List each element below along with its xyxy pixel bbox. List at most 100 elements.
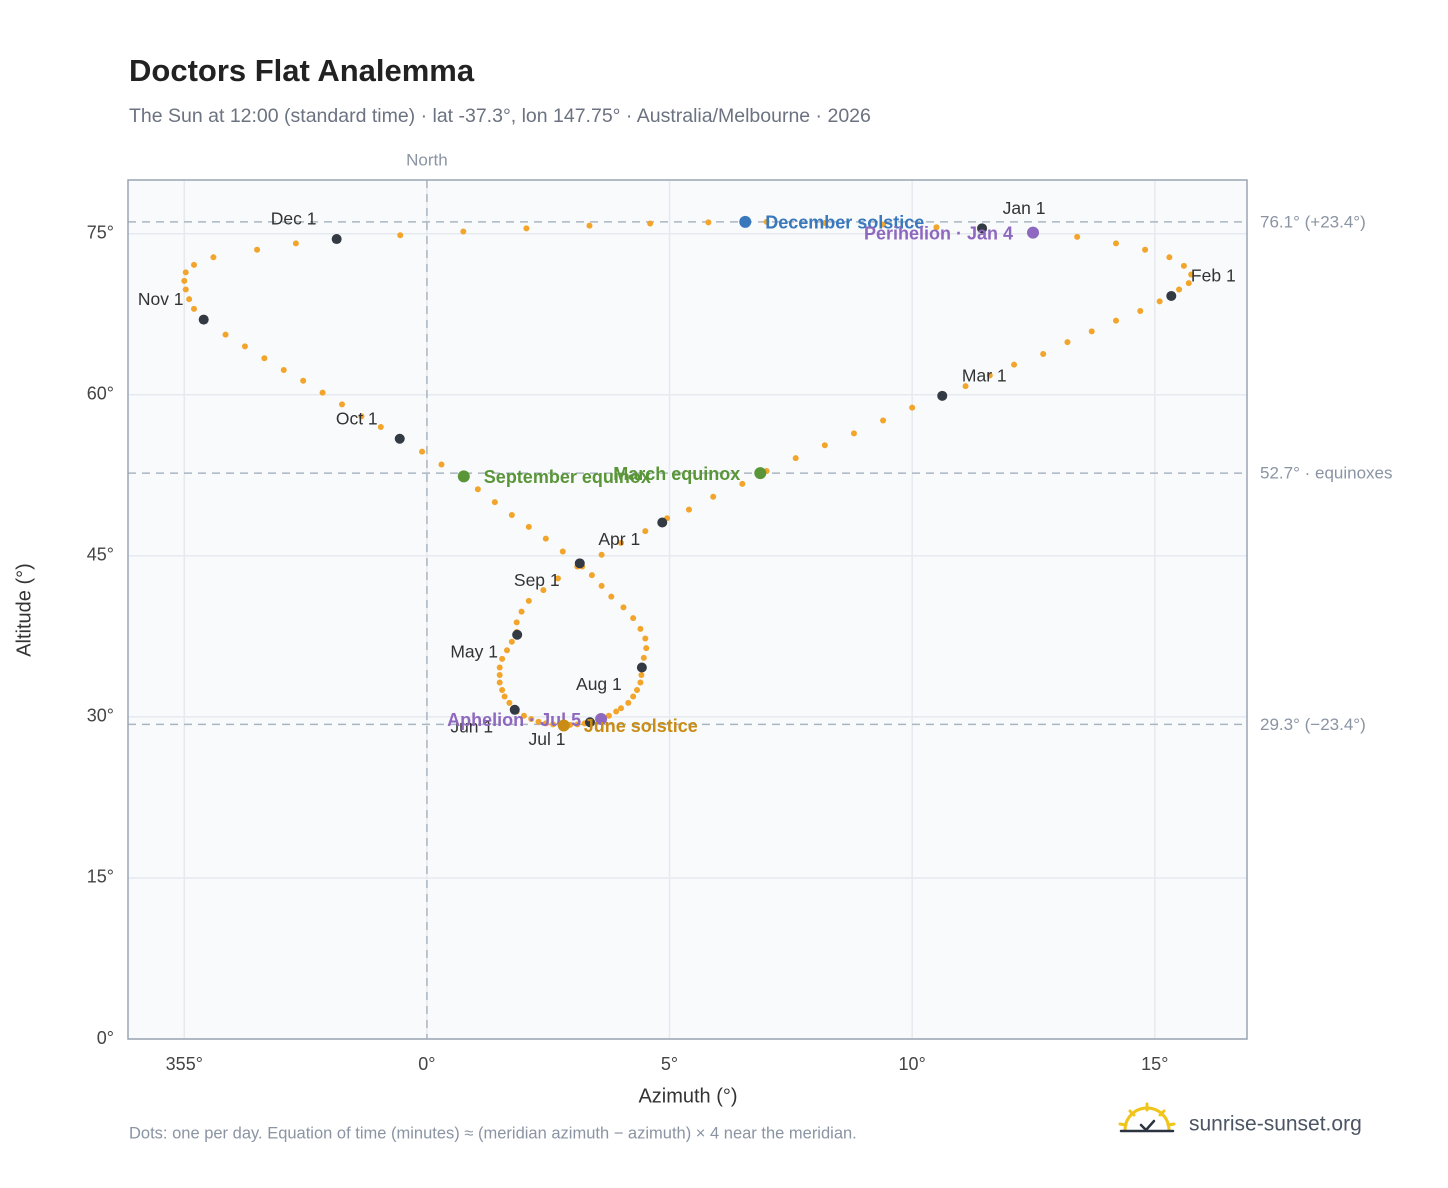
month-marker xyxy=(394,433,405,444)
month-label: Dec 1 xyxy=(271,209,317,229)
daily-dot xyxy=(637,625,644,632)
month-marker xyxy=(657,517,668,528)
daily-dot xyxy=(542,535,549,542)
y-tick-label: 0° xyxy=(97,1028,114,1048)
daily-dot xyxy=(338,401,345,408)
daily-dot xyxy=(605,712,612,719)
month-label: Feb 1 xyxy=(1191,266,1236,286)
daily-dot xyxy=(574,721,581,728)
daily-dot xyxy=(319,389,326,396)
event-marker xyxy=(595,713,608,726)
daily-dot xyxy=(1156,298,1163,305)
daily-dot xyxy=(186,296,193,303)
month-label: Jan 1 xyxy=(1003,198,1046,218)
plot-border xyxy=(127,179,1248,1040)
daily-dot xyxy=(618,539,625,546)
daily-dot xyxy=(933,224,940,231)
month-marker xyxy=(584,717,595,728)
daily-dot xyxy=(460,228,467,235)
daily-dot xyxy=(630,615,637,622)
daily-dot xyxy=(508,512,515,519)
chart-title: Doctors Flat Analemma xyxy=(129,53,475,88)
event-label: September equinox xyxy=(484,467,651,487)
month-label: Oct 1 xyxy=(336,408,378,428)
daily-dot xyxy=(496,671,503,678)
plot-area xyxy=(128,180,1247,1039)
daily-dot xyxy=(1112,240,1119,247)
daily-dot xyxy=(280,367,287,374)
month-marker xyxy=(977,223,988,234)
x-tick-label: 10° xyxy=(899,1054,926,1074)
daily-dot xyxy=(503,647,510,654)
event-marker xyxy=(739,215,752,228)
daily-dot xyxy=(821,219,828,226)
daily-dot xyxy=(254,246,261,253)
reference-label: 76.1° (+23.4°) xyxy=(1260,212,1366,231)
daily-dot xyxy=(474,486,481,493)
daily-dot xyxy=(210,254,217,261)
month-marker xyxy=(509,704,520,715)
month-label: May 1 xyxy=(450,641,498,661)
daily-dot xyxy=(496,679,503,686)
daily-dot xyxy=(520,712,527,719)
event-marker xyxy=(457,470,470,483)
daily-dot xyxy=(792,455,799,462)
daily-dot xyxy=(540,587,547,594)
daily-dot xyxy=(685,506,692,513)
daily-dot xyxy=(182,286,189,293)
daily-dot xyxy=(1137,307,1144,314)
daily-dot xyxy=(550,721,557,728)
daily-dot xyxy=(528,716,535,723)
daily-dot xyxy=(710,493,717,500)
daily-dot xyxy=(491,499,498,506)
daily-dot xyxy=(358,413,365,420)
daily-dot xyxy=(1166,254,1173,261)
daily-dot xyxy=(640,654,647,661)
daily-dot xyxy=(598,551,605,558)
daily-dot xyxy=(588,572,595,579)
daily-dot xyxy=(608,593,615,600)
x-axis-title: Azimuth (°) xyxy=(638,1085,737,1107)
event-marker xyxy=(557,719,570,732)
daily-dot xyxy=(1040,350,1047,357)
daily-dot xyxy=(300,377,307,384)
daily-dot xyxy=(1142,246,1149,253)
daily-dot xyxy=(1176,286,1183,293)
daily-dot xyxy=(506,699,513,706)
daily-dot xyxy=(241,343,248,350)
reference-label: 52.7° · equinoxes xyxy=(1260,464,1393,483)
daily-dot xyxy=(1088,328,1095,335)
daily-dot xyxy=(634,687,641,694)
daily-dot xyxy=(647,220,654,227)
month-label: Apr 1 xyxy=(598,529,640,549)
month-label: Nov 1 xyxy=(138,289,184,309)
daily-dot xyxy=(518,608,525,615)
event-marker xyxy=(754,467,767,480)
daily-dot xyxy=(642,635,649,642)
chart-subtitle: The Sun at 12:00 (standard time) · lat -… xyxy=(129,105,871,127)
daily-dot xyxy=(501,693,508,700)
daily-dot xyxy=(496,664,503,671)
event-label: Perihelion · Jan 4 xyxy=(864,223,1013,243)
brand-name: sunrise-sunset.org xyxy=(1189,1113,1362,1136)
daily-dot xyxy=(525,597,532,604)
daily-dot xyxy=(222,331,229,338)
month-marker xyxy=(937,390,948,401)
daily-dot xyxy=(554,575,561,582)
daily-dot xyxy=(181,277,188,284)
x-tick-label: 15° xyxy=(1141,1054,1168,1074)
daily-dot xyxy=(523,225,530,232)
month-marker xyxy=(512,629,523,640)
daily-dot xyxy=(1188,271,1195,278)
daily-dot xyxy=(438,461,445,468)
x-tick-label: 355° xyxy=(166,1054,203,1074)
month-marker xyxy=(574,558,585,569)
daily-dot xyxy=(499,655,506,662)
daily-dot xyxy=(1180,262,1187,269)
daily-dot xyxy=(630,693,637,700)
daily-dot xyxy=(880,221,887,228)
daily-dot xyxy=(598,582,605,589)
x-tick-label: 5° xyxy=(661,1054,678,1074)
daily-dot xyxy=(620,604,627,611)
